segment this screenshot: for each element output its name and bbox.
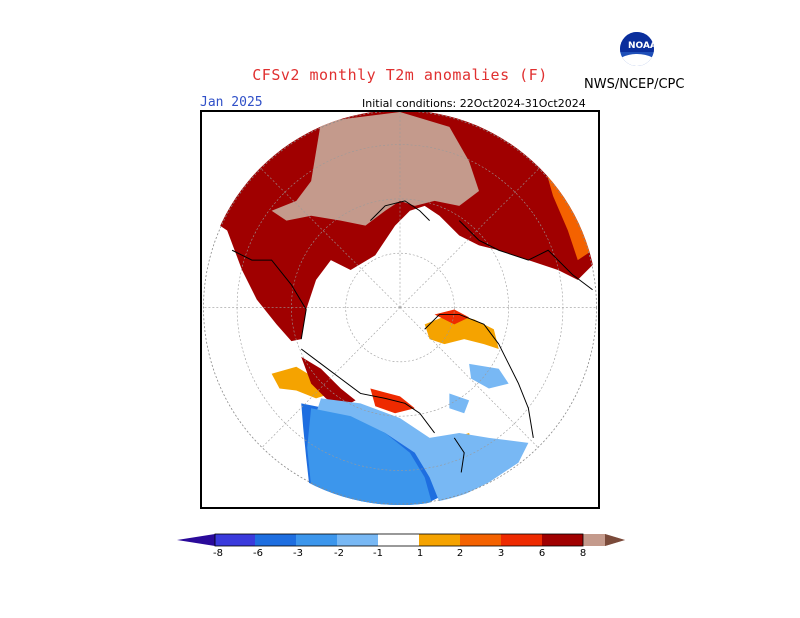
polar-map	[202, 112, 598, 506]
baffin-light-cold-region	[449, 393, 470, 414]
bering-red-region	[301, 356, 356, 409]
legend-bin	[255, 534, 296, 546]
legend-bin	[215, 534, 255, 546]
color-legend: -8 -6 -3 -2 -1 1 2 3 6 8	[0, 530, 800, 570]
chart-title: CFSv2 monthly T2m anomalies (F)	[252, 66, 548, 84]
forecast-month: Jan 2025	[200, 95, 263, 110]
noaa-logo-icon: NOAA	[620, 32, 654, 66]
legend-tick-label: 6	[538, 548, 546, 559]
siberia-extreme-region	[271, 112, 479, 226]
legend-bin	[542, 534, 583, 546]
canada-light-cold-region	[316, 398, 529, 503]
legend-outline	[214, 533, 584, 547]
eurasia-warm-region	[202, 112, 598, 342]
coastlines	[231, 200, 593, 473]
agency-label: NWS/NCEP/CPC	[584, 77, 685, 92]
legend-arrow-low	[177, 534, 215, 546]
canada-mid-cold-region	[307, 408, 432, 506]
greenland-red-region	[434, 309, 470, 325]
legend-bin	[378, 534, 419, 546]
legend-arrow-tip	[605, 534, 625, 546]
europe-orange-region	[543, 161, 593, 261]
arctic-light-cold-region	[469, 363, 509, 389]
legend-tick-label: 8	[579, 548, 587, 559]
legend-tick-label: -2	[334, 548, 344, 559]
legend-tick-label: -1	[373, 548, 383, 559]
legend-tick-label: 3	[497, 548, 505, 559]
bering-orange-region	[271, 366, 331, 399]
noaa-logo-text: NOAA	[628, 41, 654, 51]
legend-bin	[296, 534, 337, 546]
legend-tick-label: -8	[213, 548, 223, 559]
legend-bar	[177, 533, 625, 547]
legend-tick-label: -3	[293, 548, 303, 559]
graticule	[202, 112, 598, 471]
legend-tick-label: -6	[253, 548, 263, 559]
legend-bin	[337, 534, 378, 546]
map-frame	[200, 110, 600, 509]
legend-tick-label: 1	[416, 548, 424, 559]
initial-conditions: Initial conditions: 22Oct2024-31Oct2024	[362, 97, 586, 110]
legend-bin	[460, 534, 501, 546]
map-boundary	[203, 112, 597, 505]
legend-tick-label: 2	[456, 548, 464, 559]
arctic-red-region	[370, 388, 415, 414]
legend-bin	[419, 534, 460, 546]
legend-bin	[501, 534, 542, 546]
